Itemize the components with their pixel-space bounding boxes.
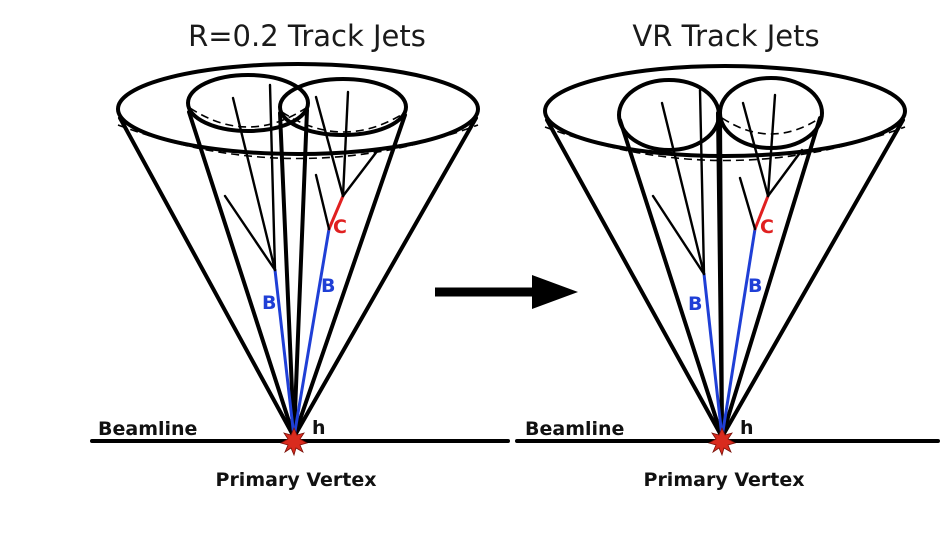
b-hadron-track bbox=[720, 227, 757, 439]
b-hadron-track bbox=[273, 268, 296, 439]
b-label: B bbox=[688, 293, 702, 315]
b-label: B bbox=[262, 292, 276, 314]
c-label: C bbox=[333, 216, 347, 238]
left-small-cone-1 bbox=[186, 73, 310, 439]
c-hadron-track bbox=[327, 194, 345, 231]
left-title: R=0.2 Track Jets bbox=[188, 19, 426, 53]
c-label: C bbox=[760, 216, 774, 238]
primary-vertex-icon bbox=[279, 426, 309, 457]
b-label: B bbox=[748, 275, 762, 297]
higgs-label: h bbox=[312, 417, 326, 439]
left-b-decay-1: B bbox=[223, 83, 296, 439]
vertex-label: Primary Vertex bbox=[644, 469, 805, 491]
c-hadron-track bbox=[753, 194, 770, 231]
beamline-label: Beamline bbox=[98, 418, 197, 440]
b-hadron-track bbox=[702, 272, 724, 439]
right-small-cone-2 bbox=[718, 76, 824, 439]
left-panel: R=0.2 Track Jets B bbox=[90, 19, 510, 491]
beamline-label: Beamline bbox=[525, 418, 624, 440]
left-b-decay-2: C B bbox=[292, 90, 380, 439]
transition-arrow-icon bbox=[435, 275, 578, 309]
vertex-label: Primary Vertex bbox=[216, 469, 377, 491]
left-small-cone-2 bbox=[278, 77, 408, 439]
right-panel: VR Track Jets B bbox=[515, 19, 940, 491]
right-large-cone bbox=[543, 64, 907, 439]
right-b-decay-1: B bbox=[651, 88, 724, 439]
higgs-label: h bbox=[740, 417, 754, 439]
right-title: VR Track Jets bbox=[632, 19, 819, 53]
left-large-cone bbox=[116, 62, 480, 439]
b-label: B bbox=[321, 275, 335, 297]
b-hadron-track bbox=[292, 227, 331, 439]
primary-vertex-icon bbox=[707, 426, 737, 457]
right-b-decay-2: C B bbox=[720, 93, 804, 439]
